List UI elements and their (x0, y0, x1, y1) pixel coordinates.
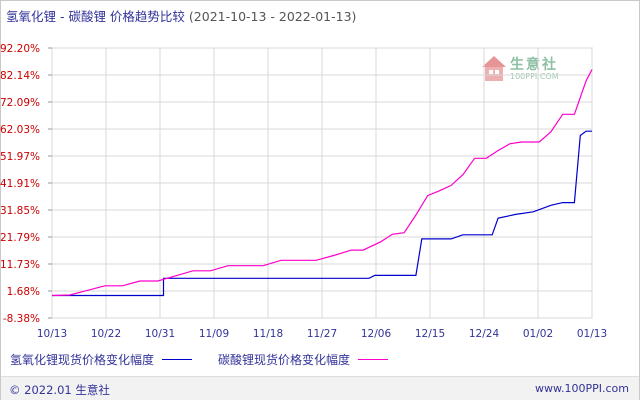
y-tick-label: 62.03% (0, 124, 40, 136)
chart-title: 氢氧化锂 - 碳酸锂 价格趋势比较 (2021-10-13 - 2022-01-… (6, 6, 356, 25)
y-tick-label: 82.14% (0, 70, 40, 82)
x-tick-label: 10/31 (145, 328, 175, 340)
y-tick-label: 41.91% (0, 178, 40, 190)
x-tick-label: 10/13 (37, 328, 67, 340)
x-tick-label: 11/18 (253, 328, 283, 340)
legend-label-li2co3: 碳酸锂现货价格变化幅度 (218, 353, 351, 367)
y-tick-label: 11.73% (0, 259, 40, 271)
x-tick-label: 11/27 (307, 328, 337, 340)
footer-bar: © 2022.01 生意社 www.100PPI.com (1, 376, 639, 400)
chart-legend: 氢氧化锂现货价格变化幅度 碳酸锂现货价格变化幅度 (10, 351, 414, 368)
footer-site-link[interactable]: www.100PPI.com (535, 382, 629, 395)
legend-swatch-lioh (162, 359, 193, 360)
watermark-brand: 生意社 (510, 57, 558, 73)
x-tick-label: 01/02 (523, 328, 553, 340)
y-tick-label: 21.79% (0, 232, 40, 244)
y-tick-label: 72.09% (0, 97, 40, 109)
x-tick-label: 12/06 (361, 328, 392, 340)
chart-title-text: 氢氧化锂 - 碳酸锂 价格趋势比较 (6, 9, 185, 24)
legend-swatch-li2co3 (358, 359, 389, 360)
x-tick-label: 10/22 (91, 328, 121, 340)
y-tick-label: 1.68% (7, 286, 40, 298)
chart-date-range: (2021-10-13 - 2022-01-13) (188, 9, 357, 24)
x-tick-label: 12/24 (469, 328, 500, 340)
series-line-1 (51, 69, 593, 297)
legend-label-lioh: 氢氧化锂现货价格变化幅度 (10, 353, 155, 367)
x-tick-label: 11/09 (199, 328, 229, 340)
footer-copyright: © 2022.01 生意社 (9, 383, 110, 397)
y-tick-label: 51.97% (0, 151, 40, 163)
watermark-url: 100PPI.COM (510, 72, 559, 81)
y-tick-label: -8.38% (3, 313, 40, 325)
watermark-logo: 生意社 100PPI.COM (480, 54, 590, 88)
x-tick-label: 12/15 (415, 328, 445, 340)
x-tick-label: 01/13 (577, 328, 607, 340)
series-line-0 (52, 130, 592, 297)
house-logo-icon (482, 56, 506, 81)
y-tick-label: 31.85% (0, 205, 40, 217)
y-tick-label: 92.20% (0, 43, 40, 55)
